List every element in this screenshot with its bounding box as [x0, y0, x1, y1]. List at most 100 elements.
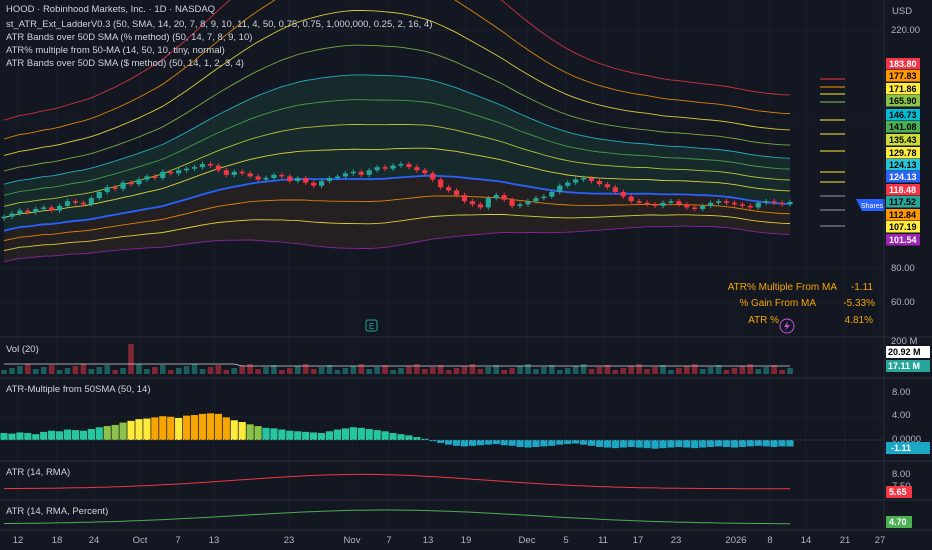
volume-title: Vol (20): [6, 344, 39, 355]
price-tag-bg: [886, 83, 920, 95]
volume-bar: [390, 370, 396, 374]
volume-bar: [429, 367, 436, 374]
candle: [723, 201, 730, 203]
volume-bar: [437, 365, 444, 374]
price-tag: 117.52: [886, 196, 920, 208]
candle: [49, 207, 55, 211]
price-tag: 107.19: [886, 221, 920, 233]
atr-multiple-bar: [548, 440, 556, 446]
atr-multiple-bar: [175, 417, 183, 440]
stats-table: ATR% Multiple From MA -1.11 % Gain From …: [728, 282, 875, 326]
volume-bar: [723, 370, 730, 374]
x-tick-label: 23: [284, 535, 295, 546]
atr-band-line: [3, 225, 791, 263]
atr-multiple-bar: [452, 440, 461, 446]
atr-multiple-bar: [730, 440, 739, 448]
candle: [684, 204, 690, 208]
volume-bar: [88, 369, 95, 374]
volume-bar: [48, 365, 55, 374]
x-tick-label: 13: [209, 535, 220, 546]
volume-bar: [159, 365, 166, 374]
candle: [311, 182, 317, 186]
volume-bar: [215, 365, 222, 374]
price-tag-bg: [886, 209, 920, 221]
atr-multiple-bar: [262, 427, 270, 440]
volume-bar: [207, 367, 214, 374]
volume-bar: [421, 369, 428, 374]
atr-multiple-bar: [564, 440, 572, 445]
candle: [374, 167, 380, 171]
price-tag-text: 146.73: [889, 110, 917, 120]
candle: [326, 177, 333, 182]
candle: [604, 184, 610, 188]
atr-rma-line: [3, 473, 790, 490]
atr-multiple-bar: [119, 422, 127, 440]
volume-bar: [628, 366, 635, 374]
price-tag: 101.54: [886, 234, 920, 246]
candle: [25, 210, 31, 213]
x-tick-label: 19: [461, 535, 472, 546]
lightning-icon[interactable]: [779, 318, 795, 334]
x-tick-label: 17: [633, 535, 644, 546]
indicator-2[interactable]: ATR Bands over 50D SMA (% method) (50, 1…: [6, 32, 252, 43]
atr-multiple-bar: [778, 440, 786, 447]
price-tick-label: 80.00: [891, 263, 915, 274]
atr-multiple-bar: [532, 440, 540, 447]
time-axis[interactable]: 12 18 24 Oct 7 13 23 Nov 7 13 19 Dec 5 11 17 23 2026 8 14 2…: [13, 535, 886, 546]
candle: [318, 181, 325, 186]
volume-bar: [32, 369, 39, 374]
atr-multiple-bar: [48, 430, 56, 440]
sma-line: [3, 174, 791, 232]
atr-band-line: [3, 99, 791, 196]
volume-bar: [398, 368, 404, 374]
price-tag: 135.43: [886, 134, 920, 146]
volume-bar: [493, 365, 500, 374]
earnings-marker[interactable]: E: [365, 319, 378, 332]
atr-percent-title: ATR (14, RMA, Percent): [6, 506, 108, 517]
candle: [80, 202, 86, 205]
atr-multiple-bar: [579, 440, 588, 445]
x-tick-label: 7: [175, 535, 180, 546]
atr-multiple-bar: [707, 440, 715, 447]
indicator-1[interactable]: st_ATR_Ext_LadderV0.3 (50, SMA, 14, 20, …: [6, 19, 432, 30]
atr-multiple-tick: 4.00: [892, 410, 911, 421]
x-tick-label: 21: [840, 535, 851, 546]
candle: [453, 190, 460, 196]
atr-multiple-bar: [786, 440, 794, 447]
atr-multiple-bar: [762, 440, 770, 447]
x-tick-label: 8: [767, 535, 772, 546]
volume-axis-label: 200 M: [891, 336, 917, 347]
volume-bar: [318, 367, 325, 374]
volume-bar: [517, 366, 523, 374]
candle: [271, 174, 277, 178]
indicator-4[interactable]: ATR Bands over 50D SMA ($ method) (50, 1…: [6, 58, 244, 69]
volume-bar: [787, 368, 793, 374]
price-tag: 118.48: [886, 184, 920, 196]
atr-band-line: [3, 0, 791, 140]
atr-multiple-bar: [254, 426, 262, 440]
atr-multiple-title: ATR-Multiple from 50SMA (50, 14): [6, 384, 150, 395]
atr-multiple-bar: [79, 430, 87, 440]
atr-multiple-bar: [238, 422, 246, 440]
indicator-3[interactable]: ATR% multiple from 50-MA (14, 50, 10, ti…: [6, 45, 225, 56]
atr-multiple-bar: [135, 419, 143, 440]
shares-tag[interactable]: Shares: [856, 199, 885, 211]
volume-bar: [620, 368, 627, 374]
volume-bar: [525, 364, 531, 374]
volume-bar: [374, 367, 380, 374]
price-tag-bg: [886, 121, 920, 133]
currency-label[interactable]: USD: [892, 6, 912, 17]
price-tag-bg: [886, 109, 920, 121]
atr-multiple-bar: [627, 440, 635, 447]
atr-multiple-bar: [246, 424, 254, 440]
atr-band-line: [3, 195, 791, 242]
volume-bar: [652, 367, 658, 374]
atr-multiple-tick: 8.00: [892, 387, 911, 398]
price-axis[interactable]: 220.00 80.00 60.00: [891, 25, 920, 308]
atr-multiple-bar: [397, 434, 405, 440]
atr-multiple-bar: [722, 440, 731, 447]
atr-multiple-bar: [492, 440, 500, 445]
volume-bar: [167, 370, 174, 374]
price-tag-bg: [886, 95, 920, 107]
